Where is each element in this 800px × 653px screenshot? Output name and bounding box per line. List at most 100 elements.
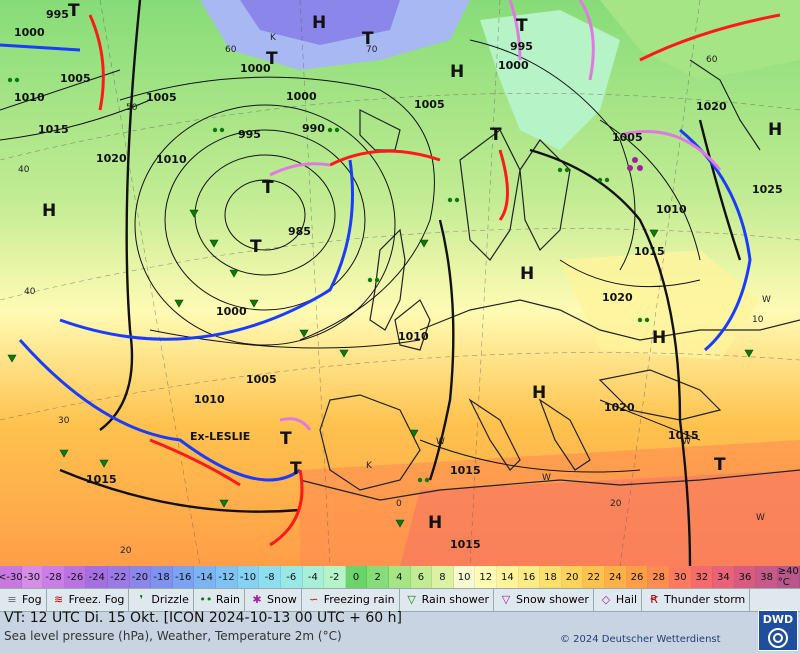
hail-icon: ◇ [601,593,611,606]
pressure-label: 1015 [450,464,481,477]
cold-region-greenland [240,0,400,45]
occluded-fronts [269,0,722,431]
temperature-scale-cell: 36 [734,566,757,588]
snow-symbols [627,157,643,171]
high-pressure-center: H [312,13,326,33]
copyright-text: © 2024 Deutscher Wetterdienst [560,634,721,645]
isotherm-label: 40 [24,287,36,297]
pressure-label: 995 [238,128,261,141]
temperature-scale-cell: 6 [410,566,433,588]
pressure-label: 1005 [246,373,277,386]
pressure-label: 990 [302,122,325,135]
pressure-label: 1015 [450,538,481,551]
pressure-label: 1010 [156,153,187,166]
legend-key-label: Fog [22,593,42,606]
rain-shower-icon: ▽ [407,593,416,606]
isotherm-label: 0 [396,499,402,509]
temperature-scale-cell: 18 [540,566,562,588]
temperature-scale-cell: -30 [21,566,44,588]
isotherm-label: W [436,437,445,447]
weather-symbol-key: ≡ Fog ≋ Freez. Fog ❜ Drizzle •• Rain ✱ Snow ∽ Freez… [0,588,800,612]
freezing-fog-icon: ≋ [54,593,64,606]
temperature-scale-cell: 16 [518,566,541,588]
temperature-scale-cell: -2 [324,566,346,588]
pressure-label: 1015 [38,123,69,136]
temperature-scale-cell: -4 [302,566,325,588]
rain-symbols [7,77,650,483]
low-pressure-center: T [290,459,302,479]
pressure-label: 1005 [146,91,177,104]
isotherm-label: 70 [366,45,378,55]
high-pressure-center: H [768,120,782,140]
temperature-scale-cell: 2 [367,566,389,588]
temperature-scale-cell: -10 [237,566,260,588]
dwd-logo[interactable]: DWD [758,610,798,651]
isotherm-label: W [682,437,691,447]
isotherm-label: W [542,473,551,483]
isobars [0,39,701,473]
warm-region-africa [400,470,800,566]
low-pressure-center: T [280,429,292,449]
snow-shower-icon: ▽ [501,593,511,606]
low-pressure-center: T [68,1,80,21]
pressure-label: 1015 [634,245,665,258]
low-pressure-center: T [490,125,502,145]
high-pressure-center: H [532,383,546,403]
temperature-scale-cell: -12 [216,566,238,588]
low-pressure-center: T [262,178,274,198]
isotherm-label: 20 [610,499,622,509]
legend-key-drizzle: ❜ Drizzle [129,589,194,611]
legend-key-label: Rain [215,593,241,606]
temperature-scale-cell: -24 [86,566,109,588]
temperature-scale-cell: -18 [151,566,173,588]
pressure-label: 1000 [14,26,45,39]
temperature-scale-cell: 34 [713,566,735,588]
temperature-scale-cell: 24 [605,566,627,588]
weather-map: 995 1000 1005 1010 1015 1020 1000 1005 9… [0,0,800,566]
temperature-scale-cell: -28 [43,566,65,588]
legend-key-label: Drizzle [151,593,189,606]
temperature-scale-cell: 4 [388,566,411,588]
temperature-scale-cell: -20 [129,566,152,588]
storm-name: Ex-LESLIE [190,430,250,443]
isotherm-label: K [366,461,373,471]
temperature-scale-cell: -14 [194,566,217,588]
drizzle-icon: ❜ [139,593,144,606]
cold-region-scandinavia [480,10,620,150]
temperature-scale-cell: 28 [648,566,670,588]
legend-key-snow-shower: ▽ Snow shower [494,589,594,611]
legend-key-freezing-fog: ≋ Freez. Fog [47,589,130,611]
low-pressure-center: T [250,237,262,257]
legend-key-label: Thunder storm [664,593,746,606]
legend-key-rain-shower: ▽ Rain shower [400,589,495,611]
legend-key-label: Rain shower [421,593,490,606]
pressure-label: 1025 [752,183,783,196]
temperature-scale-cell: ≥40 °C [777,566,800,588]
thunderstorm-icon: Ꞧ [650,593,658,606]
pressure-label: 1000 [216,305,247,318]
pressure-label: 1005 [612,131,643,144]
pressure-label: 1005 [60,72,91,85]
legend-key-label: Snow shower [516,593,589,606]
legend-panel: <-30 -30 -28 -26 -24 -22 -20 -18 -16 -14 -12 -10 -8-… [0,566,800,653]
isotherm-label: 10 [752,315,764,325]
isotherm-label: W [756,513,765,523]
pressure-label: 1005 [414,98,445,111]
pressure-label: 1000 [498,59,529,72]
high-pressure-center: H [42,201,56,221]
temperature-scale-cell: 38 [756,566,778,588]
high-pressure-center: H [450,62,464,82]
low-pressure-center: T [362,29,374,49]
isotherm-label: 60 [706,55,718,65]
temperature-scale-cell: 26 [626,566,649,588]
temperature-scale-cell: 8 [432,566,454,588]
isotherm-label: K [270,33,277,43]
temperature-scale-cell: <-30 [0,566,23,588]
shower-symbols [7,209,754,528]
pressure-label: 995 [46,8,69,21]
coastlines [299,59,800,501]
legend-key-thunderstorm: Ꞧ Thunder storm [642,589,751,611]
rain-icon: •• [199,593,213,606]
temperature-scale-cell: -6 [280,566,303,588]
isotherm-label: 60 [225,45,237,55]
